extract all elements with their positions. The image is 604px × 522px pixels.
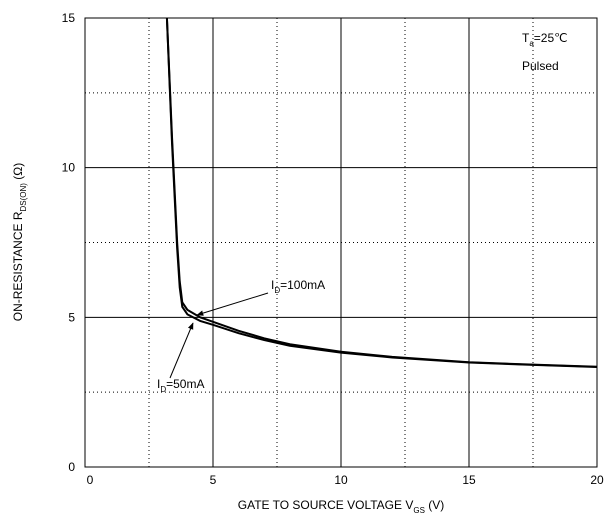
y-axis-label: ON-RESISTANCE RDS(ON) (Ω) bbox=[11, 163, 28, 322]
x-axis-label-main: GATE TO SOURCE VOLTAGE V bbox=[238, 498, 414, 512]
y-axis-label-rest: (Ω) bbox=[11, 163, 25, 183]
x-axis-label: GATE TO SOURCE VOLTAGE VGS (V) bbox=[238, 498, 445, 515]
condition-label: Ta=25℃ bbox=[522, 31, 568, 48]
y-tick-label: 0 bbox=[68, 460, 75, 474]
series-label: ID=100mA bbox=[271, 278, 325, 295]
condition-label-rest: =25℃ bbox=[534, 31, 568, 45]
x-tick-label: 10 bbox=[334, 473, 348, 487]
annotation-arrow bbox=[169, 322, 194, 379]
x-axis-label-rest: (V) bbox=[425, 498, 444, 512]
series-label-rest: =100mA bbox=[280, 278, 325, 292]
x-tick-label: 5 bbox=[210, 473, 217, 487]
y-tick-label: 15 bbox=[62, 11, 76, 25]
line-series bbox=[165, 17, 598, 369]
y-axis-label-sub: DS(ON) bbox=[19, 183, 28, 212]
y-tick-label: 10 bbox=[62, 161, 76, 175]
y-tick-label: 5 bbox=[68, 310, 75, 324]
x-axis-label-sub: GS bbox=[413, 506, 425, 515]
series-label-sub: D bbox=[274, 286, 280, 295]
condition-label-main: Pulsed bbox=[522, 59, 559, 73]
annotation-arrow bbox=[196, 292, 269, 316]
x-tick-label: 20 bbox=[590, 473, 604, 487]
condition-label-main: T bbox=[522, 31, 530, 45]
x-tick-label: 15 bbox=[462, 473, 476, 487]
series-label-main: I bbox=[271, 278, 274, 292]
condition-label: Pulsed bbox=[522, 59, 559, 73]
condition-label-sub: a bbox=[529, 39, 534, 48]
series-label-main: I bbox=[157, 377, 160, 391]
x-tick-label: 0 bbox=[87, 473, 94, 487]
series-label: ID=50mA bbox=[157, 377, 204, 394]
series-label-rest: =50mA bbox=[166, 377, 204, 391]
y-axis-label-main: ON-RESISTANCE R bbox=[11, 211, 25, 321]
series-label-sub: D bbox=[160, 385, 166, 394]
